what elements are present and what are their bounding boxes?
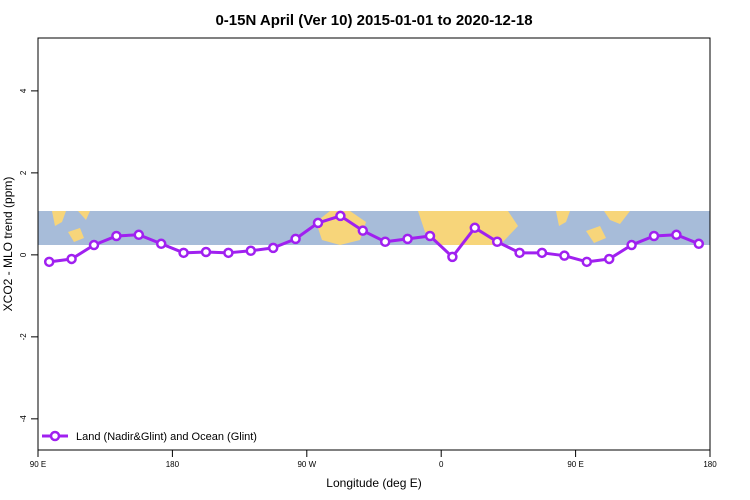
- point: [178, 247, 189, 259]
- legend-marker: [49, 430, 61, 442]
- point: [671, 229, 682, 241]
- point: [424, 230, 436, 242]
- plot-frame: [37, 37, 711, 451]
- point: [200, 246, 212, 258]
- y-tick-label: 2: [19, 170, 28, 175]
- x-axis-label: Longitude (deg E): [326, 476, 421, 490]
- point: [335, 210, 346, 222]
- x-tick-label: 90 W: [297, 460, 316, 469]
- point: [357, 225, 369, 236]
- y-tick-label: 0: [19, 252, 28, 257]
- point: [491, 236, 503, 247]
- point: [111, 230, 122, 242]
- point: [469, 222, 481, 234]
- point: [88, 239, 100, 251]
- point: [290, 233, 301, 245]
- point: [603, 253, 615, 265]
- chart-title: 0-15N April (Ver 10) 2015-01-01 to 2020-…: [215, 12, 532, 29]
- x-tick-label: 90 E: [567, 460, 583, 469]
- point: [66, 253, 77, 265]
- x-tick-label: 180: [703, 460, 717, 469]
- point: [312, 217, 324, 229]
- point: [245, 245, 257, 257]
- x-tick-label: 180: [166, 460, 180, 469]
- point: [648, 230, 660, 242]
- y-axis-label: XCO2 - MLO trend (ppm): [1, 177, 15, 312]
- point: [581, 256, 593, 268]
- x-tick-label: 0: [439, 460, 444, 469]
- legend-label: Land (Nadir&Glint) and Ocean (Glint): [76, 431, 257, 443]
- point: [559, 250, 570, 261]
- point: [155, 238, 167, 250]
- point: [693, 238, 705, 250]
- y-tick-label: -2: [19, 333, 28, 341]
- point: [536, 247, 548, 259]
- point: [626, 239, 637, 251]
- y-tick-label: -4: [19, 415, 28, 423]
- point: [402, 233, 413, 245]
- point: [267, 242, 279, 254]
- y-tick-label: 4: [19, 88, 28, 93]
- point: [223, 247, 234, 259]
- x-tick-label: 90 E: [30, 460, 46, 469]
- point: [379, 236, 391, 247]
- point: [43, 256, 55, 268]
- point: [447, 251, 458, 263]
- point: [133, 229, 145, 241]
- point: [514, 247, 525, 259]
